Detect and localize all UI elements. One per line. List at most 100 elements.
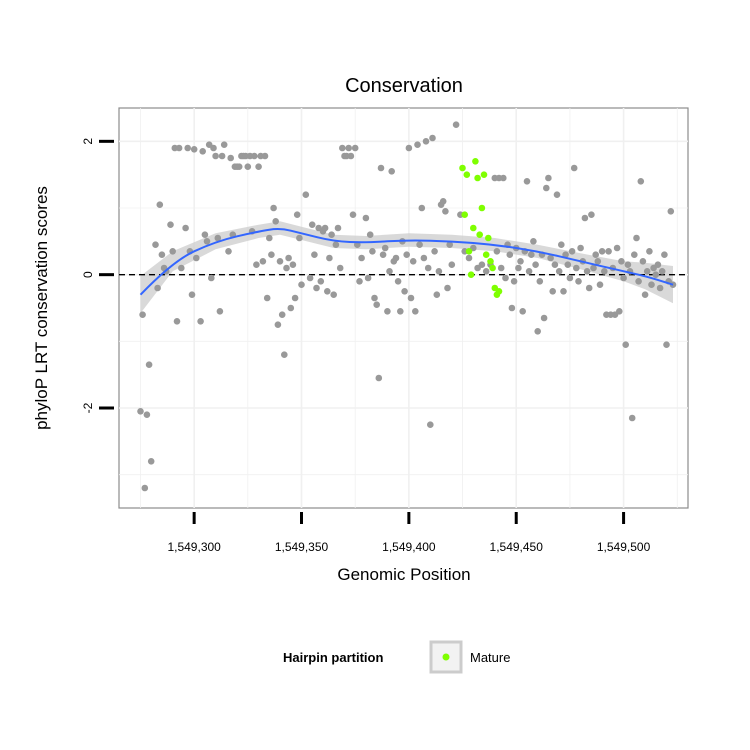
other-point [624, 261, 632, 269]
other-point [371, 294, 378, 302]
other-point [652, 271, 660, 279]
other-point [253, 261, 260, 269]
other-point [656, 284, 664, 292]
other-point [235, 163, 243, 170]
other-point [598, 248, 606, 255]
other-point [184, 144, 191, 152]
other-point [523, 178, 531, 185]
other-point [622, 341, 629, 349]
x-tick-label: 1,549,450 [490, 540, 544, 554]
other-point [330, 291, 338, 299]
other-point [274, 321, 282, 329]
other-point [555, 268, 563, 275]
other-point [502, 274, 509, 282]
x-tick-label: 1,549,400 [382, 540, 436, 554]
other-point [225, 248, 232, 255]
other-point [405, 144, 413, 152]
other-point [349, 211, 357, 218]
other-point [661, 251, 668, 258]
other-point [601, 268, 608, 275]
other-point [141, 484, 149, 492]
other-point [416, 241, 423, 248]
y-tick-label: 0 [81, 271, 95, 278]
other-point [384, 308, 391, 315]
other-point [270, 204, 277, 212]
other-point [429, 134, 436, 142]
other-point [605, 248, 612, 255]
other-point [364, 274, 372, 282]
other-point [568, 248, 576, 255]
other-point [218, 152, 226, 160]
other-point [278, 311, 286, 319]
other-point [528, 251, 535, 258]
other-point [326, 254, 333, 262]
y-tick-label: 2 [81, 138, 95, 145]
other-point [298, 281, 305, 289]
other-point [266, 234, 273, 242]
other-point [203, 238, 211, 245]
other-point [510, 278, 518, 285]
other-point [381, 244, 389, 252]
other-point [154, 284, 161, 292]
other-point [199, 148, 206, 155]
other-point [268, 251, 275, 258]
other-point [560, 288, 567, 295]
mature-point [470, 224, 477, 232]
legend-title: Hairpin partition [283, 650, 383, 665]
legend-mature-marker [442, 653, 450, 661]
other-point [283, 264, 290, 272]
other-point [291, 294, 299, 302]
other-point [446, 241, 454, 248]
other-point [585, 284, 593, 292]
other-point [317, 278, 325, 285]
legend: Hairpin partition Mature [283, 640, 510, 674]
grid-lines [119, 108, 688, 508]
other-point [525, 268, 533, 275]
other-point [347, 152, 355, 160]
mature-point [474, 174, 481, 182]
other-point [439, 198, 447, 205]
other-point [143, 411, 151, 419]
axes: 1,549,300 1,549,350 1,549,400 1,549,450 1,54… [81, 138, 651, 554]
other-point [519, 308, 526, 315]
other-point [272, 218, 280, 225]
other-point [293, 211, 301, 218]
mature-point [482, 251, 490, 258]
other-point [613, 244, 621, 252]
other-point [373, 301, 381, 309]
other-point [227, 154, 234, 162]
mature-point [472, 158, 479, 165]
other-point [306, 274, 314, 282]
other-point [351, 144, 359, 152]
mature-point [476, 231, 484, 238]
other-point [302, 191, 310, 198]
other-point [631, 251, 638, 258]
other-point [334, 224, 342, 232]
other-point [422, 138, 430, 145]
other-point [581, 214, 589, 222]
other-point [285, 254, 292, 262]
other-point [583, 268, 591, 275]
other-point [375, 374, 383, 382]
other-point [392, 254, 400, 262]
other-point [594, 258, 602, 265]
other-point [517, 258, 524, 265]
other-point [667, 208, 675, 215]
other-point [339, 144, 346, 152]
other-point [553, 191, 561, 198]
other-point [628, 414, 636, 422]
mature-point [480, 171, 488, 178]
chart-title: Conservation [345, 75, 463, 97]
other-point [208, 274, 215, 282]
other-point [433, 291, 441, 299]
y-axis-label: phyloP LRT conservation scores [32, 186, 51, 430]
mature-point [485, 234, 492, 242]
other-point [182, 224, 189, 232]
other-point [369, 248, 376, 255]
other-point [515, 264, 522, 272]
other-point [482, 268, 490, 275]
mature-point [461, 211, 469, 218]
other-point [173, 318, 181, 325]
other-point [506, 251, 514, 258]
